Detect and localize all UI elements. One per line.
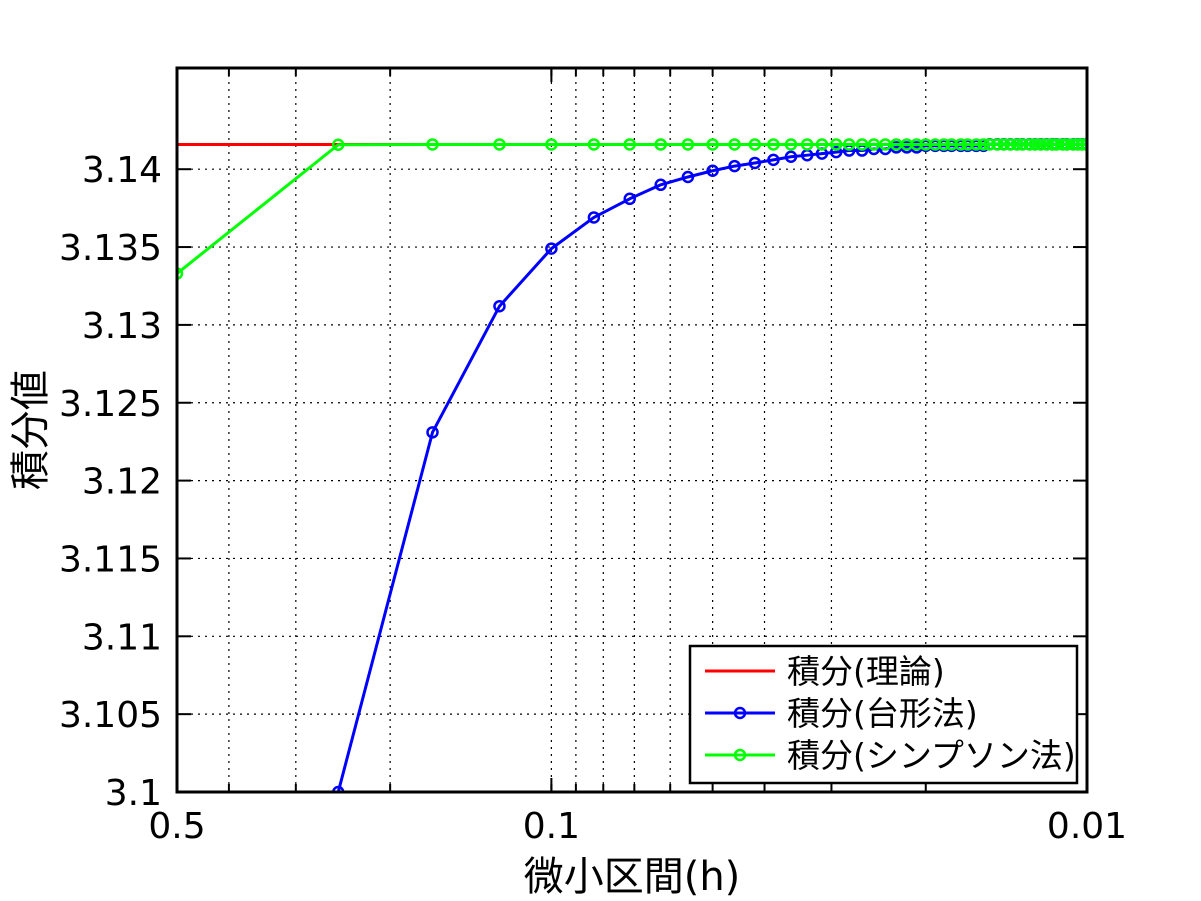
plot-frame	[175, 66, 1089, 794]
data-point	[867, 138, 881, 151]
data-point	[829, 138, 843, 151]
data-point	[937, 138, 951, 151]
data-point	[654, 138, 667, 151]
data-point	[991, 138, 1004, 151]
data-point	[929, 138, 942, 151]
data-point	[681, 170, 695, 184]
data-point	[1076, 138, 1087, 151]
y-tick-label: 3.105	[59, 695, 162, 736]
data-point	[177, 267, 184, 280]
legend-item: 積分(台形法)	[705, 694, 978, 733]
x-tick-label: 0.5	[148, 806, 205, 847]
data-point	[842, 138, 856, 151]
data-point	[767, 138, 780, 151]
legend-item: 積分(理論)	[705, 652, 945, 691]
data-point	[784, 138, 798, 151]
y-tick-label: 3.13	[82, 306, 162, 347]
data-point	[545, 138, 558, 151]
data-point	[1010, 138, 1024, 151]
y-tick-label: 3.14	[82, 150, 162, 191]
y-tick-label: 3.12	[82, 462, 162, 503]
legend-label: 積分(台形法)	[787, 694, 978, 733]
data-point	[426, 138, 439, 151]
legend: 積分(理論)積分(台形法)積分(シンプソン法)	[688, 644, 1079, 785]
data-point	[983, 138, 996, 151]
data-point	[706, 164, 719, 178]
data-point	[623, 138, 636, 151]
data-point	[961, 138, 974, 151]
y-tick-label: 3.135	[59, 228, 162, 269]
data-point	[815, 138, 829, 151]
legend-label: 積分(シンプソン法)	[787, 736, 1076, 775]
data-point	[587, 138, 601, 151]
data-point	[681, 138, 695, 151]
data-point	[331, 138, 345, 152]
data-point	[426, 426, 439, 439]
data-point	[800, 138, 814, 151]
series-3	[177, 138, 1087, 280]
y-tick-label: 3.1	[105, 773, 162, 814]
tick-labels: 0.5 0.1 0.01 3.1 3.105 3.11 3.115 3.12 3.125 3.13…	[59, 150, 1127, 847]
data-point	[1034, 138, 1047, 151]
data-point	[855, 138, 869, 151]
data-point	[1028, 138, 1042, 151]
data-point	[1004, 138, 1017, 151]
legend-swatch-marker	[733, 706, 747, 720]
data-point	[728, 159, 741, 173]
y-tick-label: 3.11	[82, 617, 162, 658]
data-point	[654, 178, 667, 192]
data-point	[784, 150, 798, 163]
data-point	[728, 138, 741, 151]
legend-swatch-marker	[733, 748, 747, 762]
data-point	[545, 242, 558, 255]
series-layer	[177, 138, 1087, 792]
data-point	[977, 138, 990, 151]
data-point	[1016, 138, 1029, 151]
data-point	[331, 785, 345, 792]
data-point	[748, 156, 762, 170]
data-point	[954, 138, 968, 151]
x-tick-label: 0.1	[523, 806, 580, 847]
data-point	[1080, 138, 1087, 151]
y-tick-label: 3.115	[59, 539, 162, 580]
legend-label: 積分(理論)	[787, 652, 945, 691]
data-point	[706, 138, 719, 151]
data-point	[969, 138, 983, 151]
y-tick-label: 3.125	[59, 384, 162, 425]
x-axis-label: 微小区間(h)	[524, 854, 741, 900]
data-point	[829, 145, 843, 159]
data-point	[493, 299, 506, 313]
data-point	[767, 153, 780, 167]
data-point	[587, 211, 601, 224]
data-point	[997, 138, 1011, 151]
data-point	[623, 192, 636, 206]
y-axis-label: 積分値	[8, 370, 54, 490]
data-point	[493, 138, 506, 151]
x-tick-label: 0.01	[1047, 806, 1127, 847]
legend-item: 積分(シンプソン法)	[705, 736, 1076, 775]
data-point	[748, 138, 762, 151]
